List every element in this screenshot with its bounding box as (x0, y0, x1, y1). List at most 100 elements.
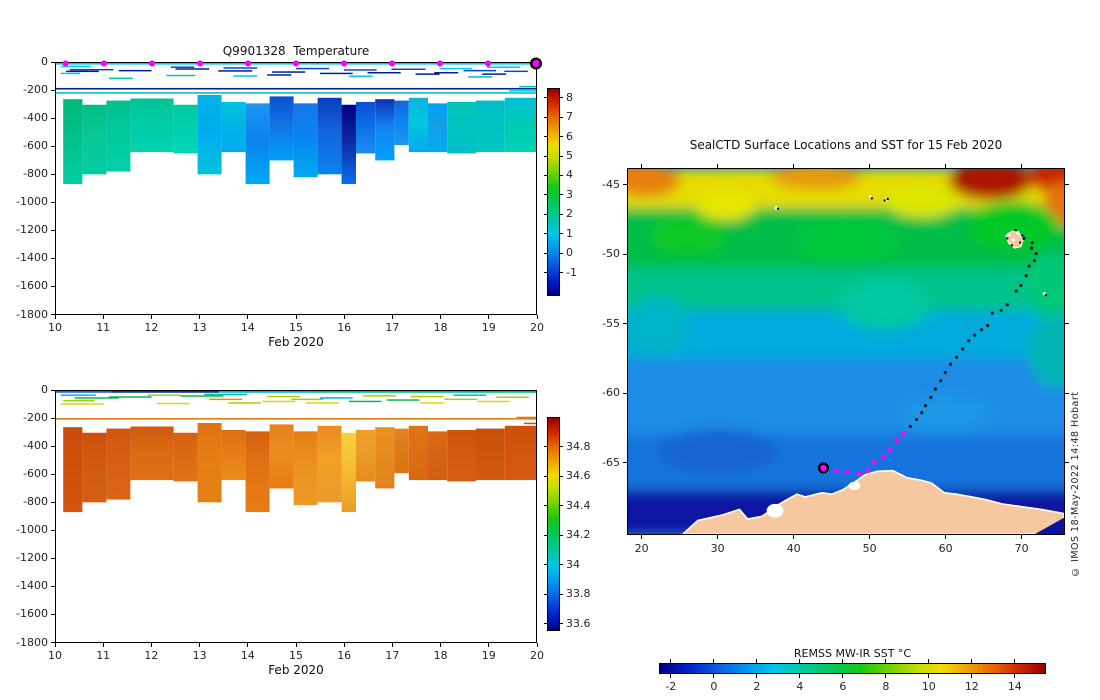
shallow-segment (477, 400, 511, 403)
colorbar-tick-label: 0 (566, 246, 573, 260)
profile-column (293, 103, 318, 178)
latest-surface-marker (817, 462, 829, 474)
shallow-segment (228, 402, 261, 404)
shallow-segment (233, 75, 258, 77)
map-x-tick-label: 70 (1014, 542, 1029, 555)
shallow-segment (463, 69, 497, 72)
profile-column (394, 428, 409, 474)
x-tick-label: 14 (240, 321, 255, 334)
colorbar-tick-mark (544, 155, 547, 157)
map-colorbar-tick-mark (799, 674, 801, 678)
colorbar-tick-label: 33.8 (566, 587, 591, 601)
profile-column (447, 101, 476, 154)
x-tick-label: 11 (96, 321, 111, 334)
shallow-segment (415, 73, 440, 75)
x-tick-label: 12 (144, 649, 159, 662)
map-colorbar-tick-mark (670, 674, 672, 678)
surface-location-dot (196, 60, 204, 67)
track-point-older (961, 347, 965, 351)
shallow-segment (108, 396, 152, 398)
shallow-segment (519, 85, 536, 88)
surface-segment (310, 391, 536, 393)
shallow-segment (344, 69, 377, 71)
track-point-older (948, 362, 953, 366)
island-mark (1007, 232, 1011, 236)
colorbar-tick-mark (544, 194, 547, 196)
sst-map (627, 168, 1065, 535)
y-tick-label: -1800 (16, 307, 48, 321)
map-x-tick-mark (945, 164, 947, 168)
map-colorbar-label: REMSS MW-IR SST °C (793, 647, 912, 660)
map-x-tick-label: 50 (862, 542, 877, 555)
profile-column (82, 432, 107, 503)
colorbar-tick-mark (560, 136, 563, 138)
profile-column (269, 96, 294, 161)
x-tick-mark (150, 315, 152, 319)
map-colorbar-tick-label: 0 (710, 680, 718, 693)
profile-column (221, 101, 246, 153)
shallow-segment (291, 398, 324, 401)
colorbar-tick-mark (544, 97, 547, 99)
x-tick-mark (536, 643, 538, 647)
x-tick-mark (102, 315, 104, 319)
colorbar-tick-mark (544, 272, 547, 274)
track-point-older (1034, 252, 1038, 256)
y-tick-label: -800 (23, 495, 48, 509)
shallow-segment (496, 396, 529, 399)
salinity-axes (55, 390, 537, 643)
shallow-segment (509, 90, 536, 92)
surface-location-dot (340, 60, 348, 67)
antarctica-land (681, 469, 1064, 534)
colorbar-tick-mark (560, 116, 563, 118)
track-point-recent (894, 437, 900, 443)
profile-column (341, 104, 356, 185)
shallow-segment (60, 65, 92, 68)
map-y-tick-mark (623, 323, 627, 325)
y-tick-mark (51, 501, 55, 503)
y-tick-mark (51, 61, 55, 63)
track-point-older (920, 411, 924, 415)
x-tick-label: 16 (337, 321, 352, 334)
surface-line (56, 92, 536, 94)
map-colorbar-tick-mark (885, 659, 887, 663)
x-tick-label: 16 (337, 649, 352, 662)
profile-column (317, 425, 342, 503)
shallow-segment (482, 73, 507, 75)
track-point-older (908, 424, 913, 429)
colorbar-tick-label: 1 (566, 226, 573, 240)
colorbar-tick-mark (560, 446, 563, 448)
x-tick-mark (440, 315, 442, 319)
map-x-tick-label: 20 (634, 542, 649, 555)
y-tick-label: -200 (23, 83, 48, 97)
x-tick-label: 17 (385, 321, 400, 334)
shallow-segment (170, 66, 195, 68)
map-x-tick-mark (793, 164, 795, 168)
track-point-older (1022, 236, 1026, 240)
shallow-segment (74, 397, 119, 399)
map-colorbar-tick-mark (670, 659, 672, 663)
profile-column (375, 427, 395, 489)
track-point-older (990, 311, 994, 315)
ocean-notch (1035, 517, 1064, 534)
shallow-segment (306, 402, 339, 404)
x-tick-mark (150, 643, 152, 647)
island-mark (1006, 237, 1009, 240)
map-x-tick-mark (717, 164, 719, 168)
shallow-segment (320, 72, 353, 75)
y-tick-mark (51, 117, 55, 119)
x-tick-mark (536, 315, 538, 319)
shallow-segment (348, 75, 373, 77)
x-tick-label: 13 (192, 649, 207, 662)
colorbar-tick-label: 34.6 (566, 469, 591, 483)
x-tick-mark (343, 315, 345, 319)
surface-location-dot (436, 60, 444, 67)
colorbar-tick-label: 34.2 (566, 528, 591, 542)
map-y-tick-label: -45 (602, 177, 620, 191)
y-tick-label: -1400 (16, 251, 48, 265)
map-x-tick-mark (641, 535, 643, 539)
x-tick-mark (102, 643, 104, 647)
y-tick-mark (51, 613, 55, 615)
map-credit-text: © IMOS 18-May-2022 14:48 Hobart (1070, 391, 1081, 578)
shallow-segment (66, 70, 99, 73)
